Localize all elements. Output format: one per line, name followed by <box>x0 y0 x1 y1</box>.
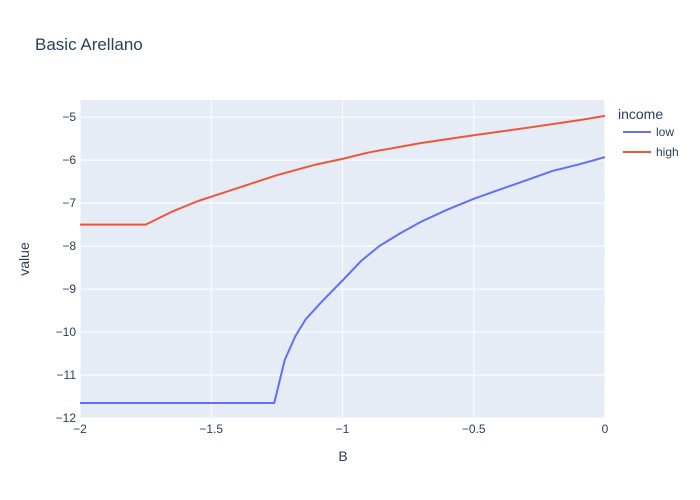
legend-label: low <box>656 125 674 139</box>
series-line-low[interactable] <box>80 156 606 404</box>
x-tick-label: −2 <box>73 422 87 436</box>
y-tick-label: −5 <box>62 110 76 124</box>
y-tick-label: −9 <box>62 282 76 296</box>
x-tick-label: −1 <box>336 422 350 436</box>
y-tick-label: −12 <box>56 411 77 425</box>
y-tick-label: −8 <box>62 239 76 253</box>
grid <box>79 100 606 419</box>
series-line-high[interactable] <box>80 114 606 226</box>
y-tick-label: −7 <box>62 196 76 210</box>
legend-item-low[interactable]: low <box>623 125 674 139</box>
x-tick-label: −0.5 <box>462 422 486 436</box>
y-tick-label: −10 <box>56 325 77 339</box>
legend-label: high <box>656 145 679 159</box>
x-tick-label: 0 <box>602 422 609 436</box>
series-layer <box>80 114 606 404</box>
x-axis-title: B <box>338 448 347 464</box>
x-tick-label: −1.5 <box>199 422 223 436</box>
y-axis-title: value <box>16 242 32 276</box>
legend-title: income <box>618 106 663 122</box>
y-tick-label: −11 <box>57 368 77 382</box>
x-axis-ticks: −2 −1.5 −1 −0.5 0 <box>73 422 609 436</box>
legend[interactable]: income low high <box>618 106 679 159</box>
y-tick-label: −6 <box>62 153 76 167</box>
chart-title: Basic Arellano <box>35 35 143 54</box>
legend-items[interactable]: low high <box>623 125 679 159</box>
legend-item-high[interactable]: high <box>623 145 679 159</box>
y-axis-ticks: −12 −11 −10 −9 −8 −7 −6 −5 <box>56 110 77 425</box>
